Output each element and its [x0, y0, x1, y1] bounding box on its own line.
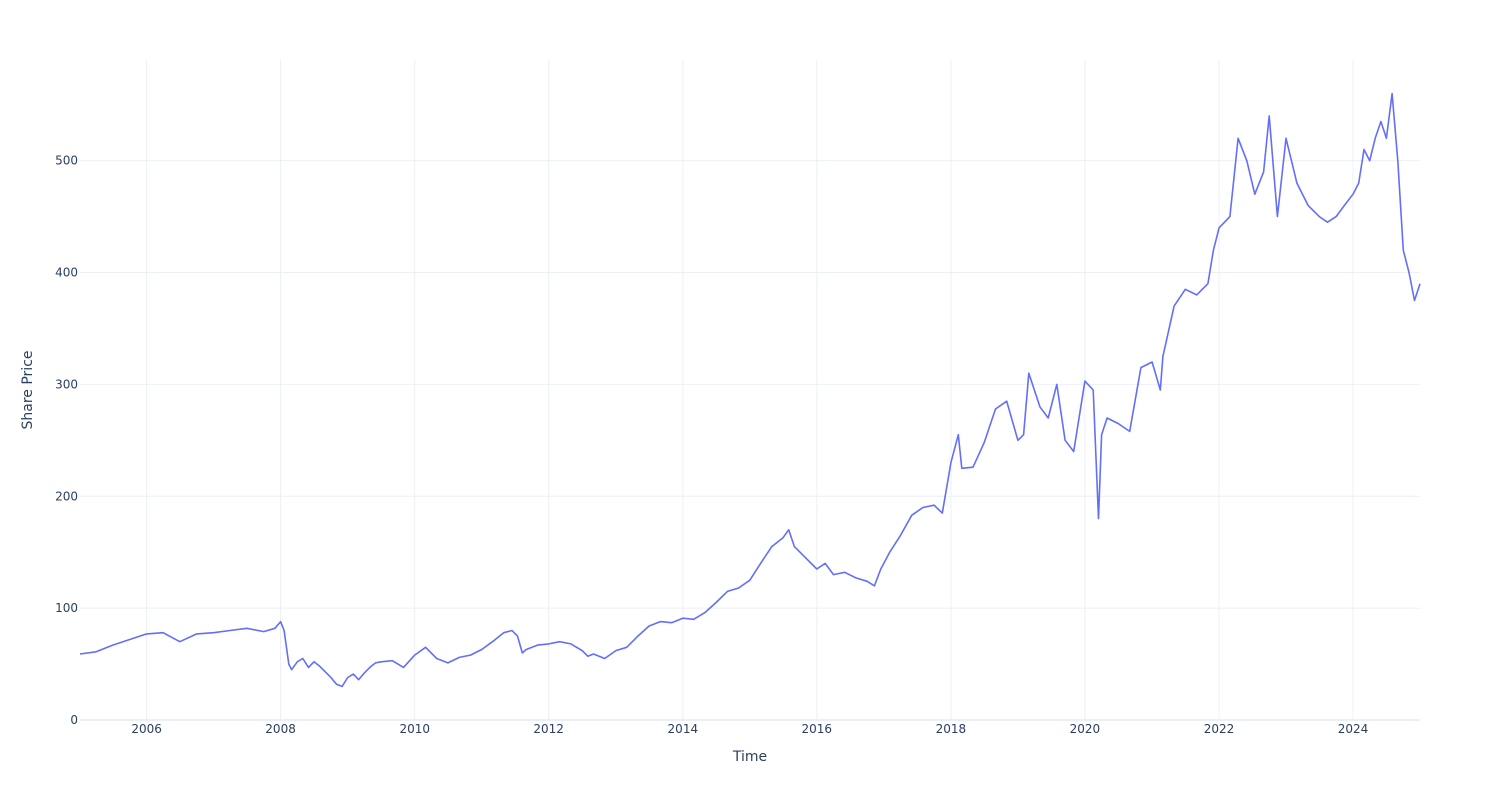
x-tick-label: 2024	[1338, 722, 1369, 736]
y-tick-label: 200	[55, 489, 78, 503]
x-tick-label: 2010	[399, 722, 430, 736]
x-tick-label: 2016	[802, 722, 833, 736]
x-axis-ticks: 2006 2008 2010 2012 2014 2016 2018 2020 2022 2024	[131, 722, 1368, 736]
y-axis-ticks: 0 100 200 300 400 500	[55, 154, 78, 727]
x-tick-label: 2006	[131, 722, 162, 736]
x-tick-label: 2008	[265, 722, 296, 736]
y-tick-label: 500	[55, 154, 78, 168]
x-tick-label: 2012	[533, 722, 564, 736]
series-line[interactable]	[79, 92, 1421, 688]
x-axis-title: Time	[732, 749, 767, 765]
x-tick-label: 2014	[668, 722, 699, 736]
x-tick-label: 2020	[1070, 722, 1101, 736]
x-tick-label: 2018	[936, 722, 967, 736]
y-tick-label: 100	[55, 601, 78, 615]
y-tick-label: 0	[70, 713, 78, 727]
x-tick-label: 2022	[1204, 722, 1235, 736]
y-tick-label: 300	[55, 377, 78, 391]
series-group	[79, 92, 1421, 688]
y-tick-label: 400	[55, 266, 78, 280]
y-axis-title: Share Price	[20, 350, 36, 429]
grid-lines	[80, 60, 1420, 720]
